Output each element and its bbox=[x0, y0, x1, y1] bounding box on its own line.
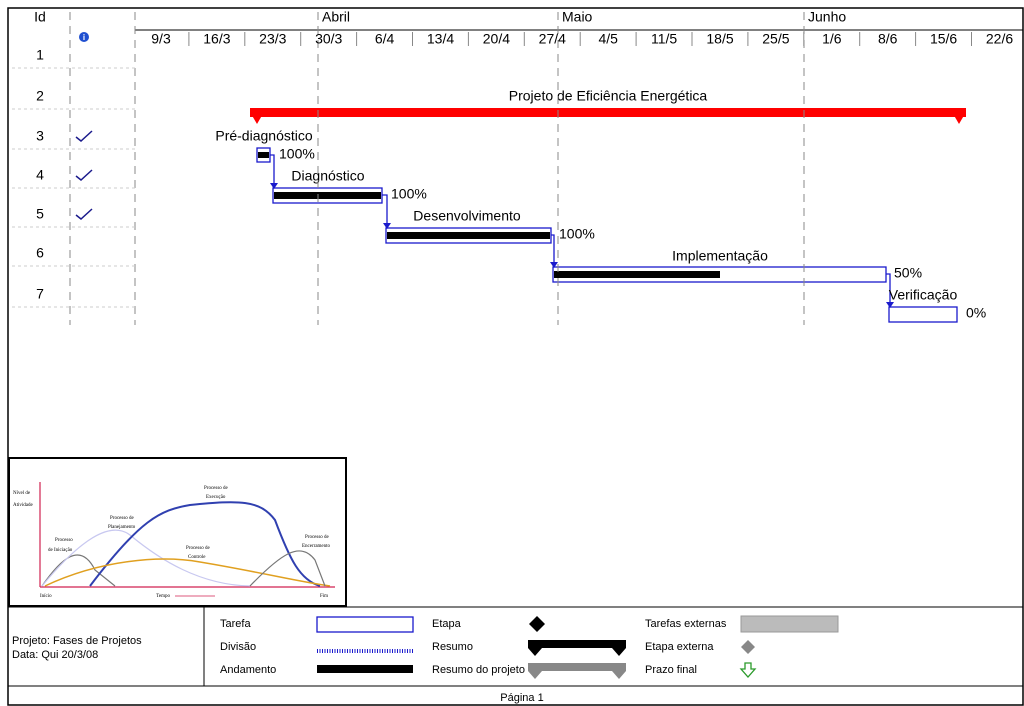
legend-label: Prazo final bbox=[645, 664, 697, 676]
task-progress: 50% bbox=[894, 265, 922, 281]
week-label: 1/6 bbox=[822, 31, 842, 47]
task-name: Projeto de Eficiência Energética bbox=[509, 88, 708, 104]
inset-label: de Iniciação bbox=[48, 548, 73, 553]
month-label: Junho bbox=[808, 9, 846, 25]
project-date: Data: Qui 20/3/08 bbox=[12, 649, 98, 661]
legend-swatch bbox=[529, 616, 545, 632]
connector bbox=[270, 154, 891, 302]
page-footer: Página 1 bbox=[500, 692, 543, 704]
inset-label: Execução bbox=[206, 495, 226, 500]
progress-bars bbox=[258, 152, 720, 278]
task-name: Verificação bbox=[889, 287, 958, 303]
task-name: Pré-diagnóstico bbox=[215, 128, 312, 144]
project-name: Projeto: Fases de Projetos bbox=[12, 635, 142, 647]
week-label: 30/3 bbox=[315, 31, 342, 47]
week-label: 9/3 bbox=[151, 31, 171, 47]
done-check bbox=[75, 169, 93, 181]
week-label: 13/4 bbox=[427, 31, 454, 47]
task-progress: 0% bbox=[966, 305, 986, 321]
progress bbox=[274, 192, 381, 199]
inset-label: Processo de bbox=[204, 486, 229, 491]
week-label: 8/6 bbox=[878, 31, 898, 47]
month-label: Abril bbox=[322, 9, 350, 25]
inset-label: Atividade bbox=[13, 503, 33, 508]
task-progress: 100% bbox=[559, 226, 595, 242]
info-icon-glyph: i bbox=[83, 33, 85, 42]
inset-label: Planejamento bbox=[108, 525, 136, 530]
task-name: Desenvolvimento bbox=[413, 208, 521, 224]
legend-label: Andamento bbox=[220, 664, 276, 676]
inset-label: Encerramento bbox=[302, 544, 331, 549]
row-id: 1 bbox=[36, 47, 44, 63]
inset-label: Processo de bbox=[186, 546, 211, 551]
week-label: 20/4 bbox=[483, 31, 510, 47]
frame bbox=[7, 7, 1024, 706]
task-name: Diagnóstico bbox=[291, 168, 364, 184]
legend-swatch bbox=[741, 640, 755, 654]
inset-label: Processo de bbox=[110, 516, 135, 521]
week-label: 4/5 bbox=[598, 31, 618, 47]
month-label: Maio bbox=[562, 9, 593, 25]
inset-label: Nível de bbox=[13, 491, 31, 496]
week-label: 27/4 bbox=[539, 31, 566, 47]
info-icon bbox=[79, 32, 89, 42]
legend-swatch bbox=[740, 615, 839, 633]
week-label: 16/3 bbox=[203, 31, 230, 47]
week-label: 25/5 bbox=[762, 31, 789, 47]
legend-swatch bbox=[316, 616, 414, 633]
task-bar bbox=[888, 306, 958, 323]
legend-swatch bbox=[317, 665, 413, 673]
summary-end bbox=[952, 112, 966, 124]
task-progress: 100% bbox=[391, 186, 427, 202]
row-id: 4 bbox=[36, 167, 44, 183]
inset-label: Tempo bbox=[156, 594, 170, 599]
row-id: 5 bbox=[36, 206, 44, 222]
week-label: 11/5 bbox=[651, 31, 677, 47]
inset-curves bbox=[39, 482, 335, 597]
legend-label: Etapa bbox=[432, 618, 462, 630]
legend-label: Divisão bbox=[220, 641, 256, 653]
legend-swatch bbox=[739, 662, 757, 678]
week-label: 22/6 bbox=[986, 31, 1013, 47]
task-progress: 100% bbox=[279, 146, 315, 162]
row-id: 6 bbox=[36, 245, 44, 261]
week-label: 6/4 bbox=[375, 31, 395, 47]
week-label: 23/3 bbox=[259, 31, 286, 47]
week-label: 15/6 bbox=[930, 31, 957, 47]
done-check bbox=[75, 208, 93, 220]
legend-label: Tarefa bbox=[220, 618, 251, 630]
inset-figure bbox=[8, 457, 347, 607]
legend-label: Etapa externa bbox=[645, 641, 714, 653]
arrowheads bbox=[270, 183, 894, 308]
inset-label: Processo de bbox=[305, 535, 330, 540]
progress bbox=[258, 152, 269, 158]
row-id: 7 bbox=[36, 286, 44, 302]
inset-label: Fim bbox=[320, 594, 328, 599]
week-label: 18/5 bbox=[706, 31, 733, 47]
task-name: Implementação bbox=[672, 248, 768, 264]
legend-label: Resumo bbox=[432, 641, 473, 653]
legend-swatch bbox=[528, 640, 626, 656]
summary-bar bbox=[250, 108, 966, 117]
row-id: 3 bbox=[36, 128, 44, 144]
legend-swatch bbox=[528, 663, 626, 679]
progress bbox=[387, 232, 550, 239]
inset-label: Controle bbox=[188, 555, 206, 560]
legend-label: Resumo do projeto bbox=[432, 664, 525, 676]
summary-end bbox=[250, 112, 264, 124]
done-check bbox=[75, 130, 93, 142]
inset-label: Início bbox=[40, 594, 52, 599]
inset-label: Processo bbox=[55, 538, 73, 543]
progress bbox=[554, 271, 720, 278]
row-id: 2 bbox=[36, 88, 44, 104]
id-header: Id bbox=[34, 9, 46, 25]
legend-label: Tarefas externas bbox=[645, 618, 727, 630]
